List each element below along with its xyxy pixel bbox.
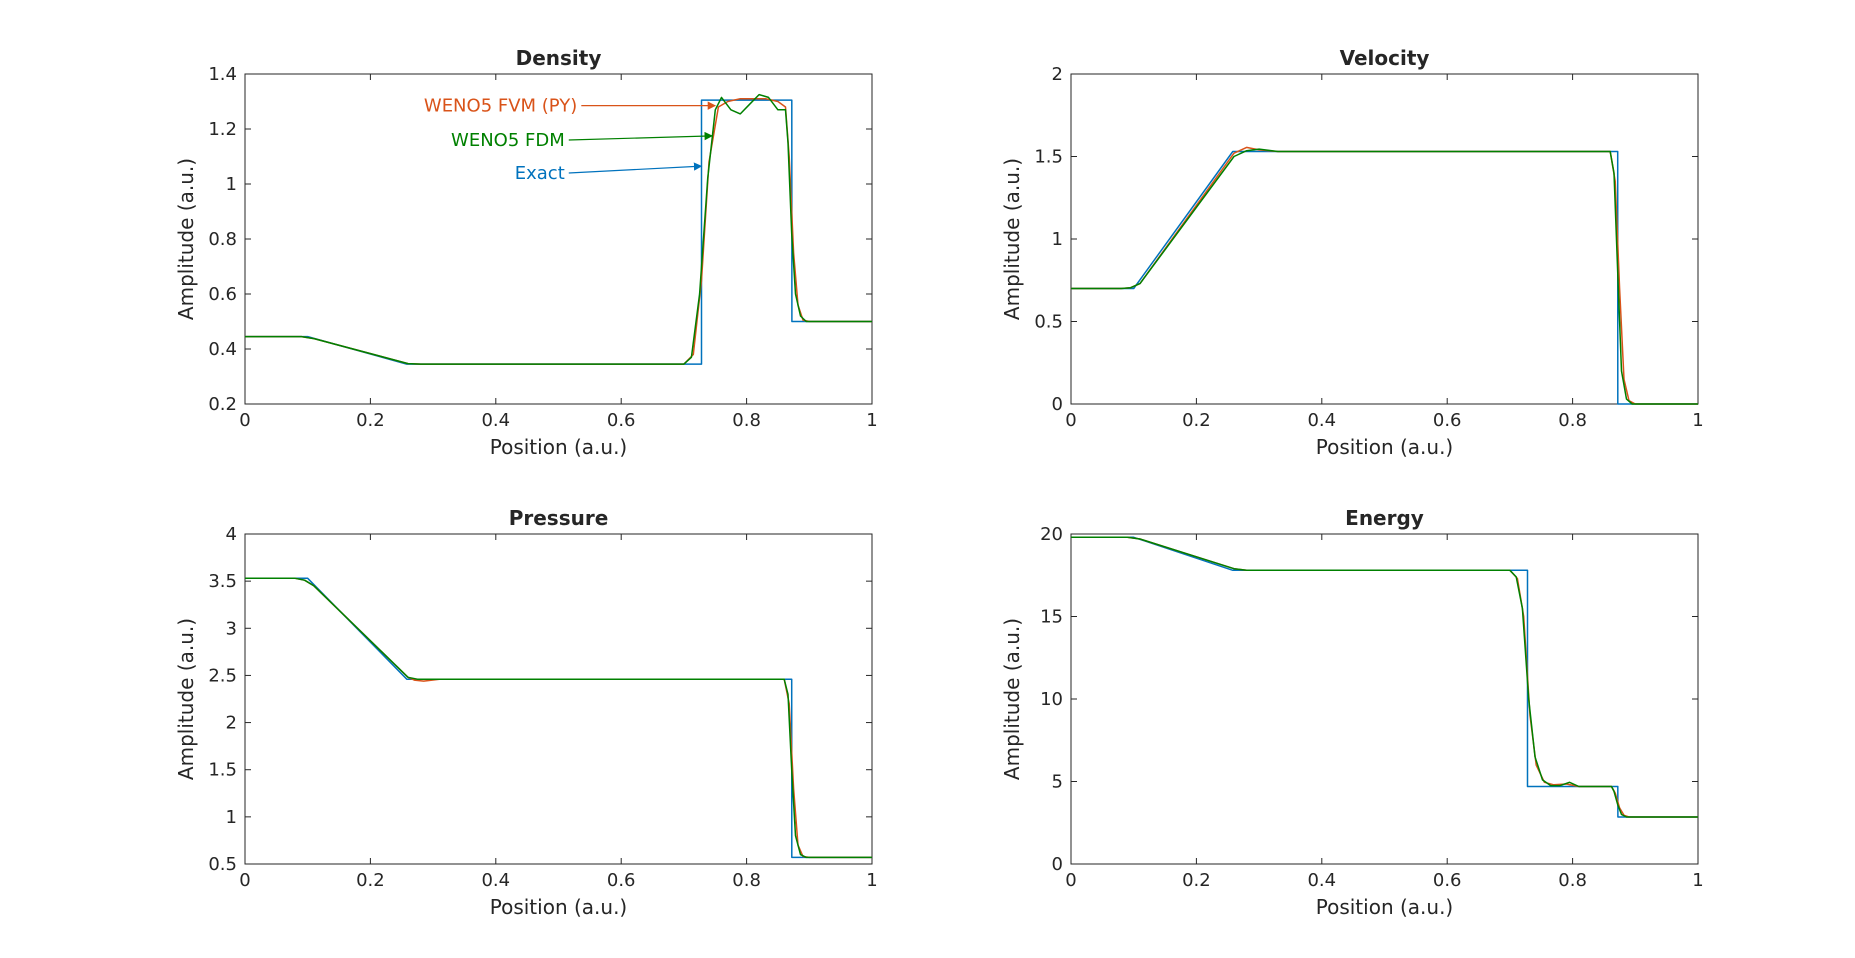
x-tick-label: 1 xyxy=(1692,870,1703,891)
y-tick-label: 5 xyxy=(1052,772,1063,793)
y-tick-label: 1.4 xyxy=(208,64,237,85)
x-tick-label: 0.6 xyxy=(1433,870,1462,891)
y-axis-label: Amplitude (a.u.) xyxy=(174,618,198,780)
y-tick-label: 1.2 xyxy=(208,119,237,140)
y-tick-label: 4 xyxy=(226,524,237,545)
y-tick-label: 0.4 xyxy=(208,339,237,360)
y-tick-label: 15 xyxy=(1040,607,1063,628)
y-tick-label: 1.5 xyxy=(208,760,237,781)
y-axis-label: Amplitude (a.u.) xyxy=(1000,158,1024,320)
y-tick-label: 10 xyxy=(1040,689,1063,710)
plot-area xyxy=(244,533,873,865)
x-tick-label: 0.6 xyxy=(1433,410,1462,431)
y-axis-label: Amplitude (a.u.) xyxy=(1000,618,1024,780)
y-tick-label: 2.5 xyxy=(208,665,237,686)
x-tick-label: 0.8 xyxy=(1558,410,1587,431)
y-tick-label: 1 xyxy=(226,174,237,195)
x-tick-label: 0 xyxy=(1065,870,1076,891)
x-tick-label: 0 xyxy=(1065,410,1076,431)
x-tick-label: 0.2 xyxy=(1182,870,1211,891)
x-axis-label: Position (a.u.) xyxy=(1316,435,1453,459)
y-tick-label: 0 xyxy=(1052,854,1063,875)
chart-pressure: 0 0.2 0.4 0.6 0.8 1 0.5 1 1.5 2 2.5 3 3.5 4 Pressure Po… xyxy=(174,506,878,919)
series-line-fdm xyxy=(245,577,872,859)
x-tick-label: 0.6 xyxy=(607,870,636,891)
x-axis-label: Position (a.u.) xyxy=(1316,895,1453,919)
y-tick-label: 2 xyxy=(1052,64,1063,85)
annotation-arrow-fdm xyxy=(568,131,713,141)
y-axis-label: Amplitude (a.u.) xyxy=(174,158,198,320)
series-line-fdm xyxy=(1071,536,1698,818)
x-tick-label: 1 xyxy=(1692,410,1703,431)
x-tick-label: 0 xyxy=(239,410,250,431)
y-tick-label: 0.6 xyxy=(208,284,237,305)
x-axis-label: Position (a.u.) xyxy=(490,895,627,919)
x-tick-label: 0.2 xyxy=(356,410,385,431)
series-line-fdm xyxy=(1071,148,1698,405)
chart-title: Density xyxy=(516,46,602,70)
x-tick-label: 0.6 xyxy=(607,410,636,431)
plot-area xyxy=(1070,73,1699,405)
chart-title: Energy xyxy=(1345,506,1424,530)
y-tick-label: 1 xyxy=(1052,229,1063,250)
chart-title: Velocity xyxy=(1340,46,1430,70)
y-tick-label: 0.2 xyxy=(208,394,237,415)
plot-area xyxy=(1070,533,1699,865)
x-tick-label: 0.8 xyxy=(1558,870,1587,891)
y-tick-label: 2 xyxy=(226,713,237,734)
x-axis-label: Position (a.u.) xyxy=(490,435,627,459)
x-tick-label: 0.4 xyxy=(1307,870,1336,891)
y-tick-label: 0.8 xyxy=(208,229,237,250)
x-tick-label: 1 xyxy=(866,410,877,431)
y-tick-label: 0.5 xyxy=(1034,312,1063,333)
y-tick-label: 0.5 xyxy=(208,854,237,875)
chart-density: 0 0.2 0.4 0.6 0.8 10.20.40.60.811.21.4Density… xyxy=(174,46,878,459)
x-tick-label: 0 xyxy=(239,870,250,891)
x-tick-label: 0.4 xyxy=(1307,410,1336,431)
annotation-label-exact: Exact xyxy=(515,163,565,184)
annotation-label-fdm: WENO5 FDM xyxy=(451,130,565,151)
x-tick-label: 0.2 xyxy=(356,870,385,891)
y-tick-label: 0 xyxy=(1052,394,1063,415)
y-tick-label: 20 xyxy=(1040,524,1063,545)
annotation-arrow-exact xyxy=(568,162,703,174)
y-tick-label: 1.5 xyxy=(1034,147,1063,168)
x-tick-label: 0.8 xyxy=(732,410,761,431)
y-tick-label: 1 xyxy=(226,807,237,828)
plot-area xyxy=(244,73,873,405)
x-tick-label: 0.4 xyxy=(481,870,510,891)
annotation-label-fvm: WENO5 FVM (PY) xyxy=(424,96,577,117)
x-tick-label: 0.4 xyxy=(481,410,510,431)
y-tick-label: 3.5 xyxy=(208,571,237,592)
x-tick-label: 1 xyxy=(866,870,877,891)
chart-velocity: 0 0.2 0.4 0.6 0.8 1 0 0.5 1 1.5 2 Velocity Position … xyxy=(1000,46,1704,459)
x-tick-label: 0.2 xyxy=(1182,410,1211,431)
series-line-fdm xyxy=(245,93,872,365)
y-tick-label: 3 xyxy=(226,618,237,639)
chart-title: Pressure xyxy=(509,506,609,530)
x-tick-label: 0.8 xyxy=(732,870,761,891)
